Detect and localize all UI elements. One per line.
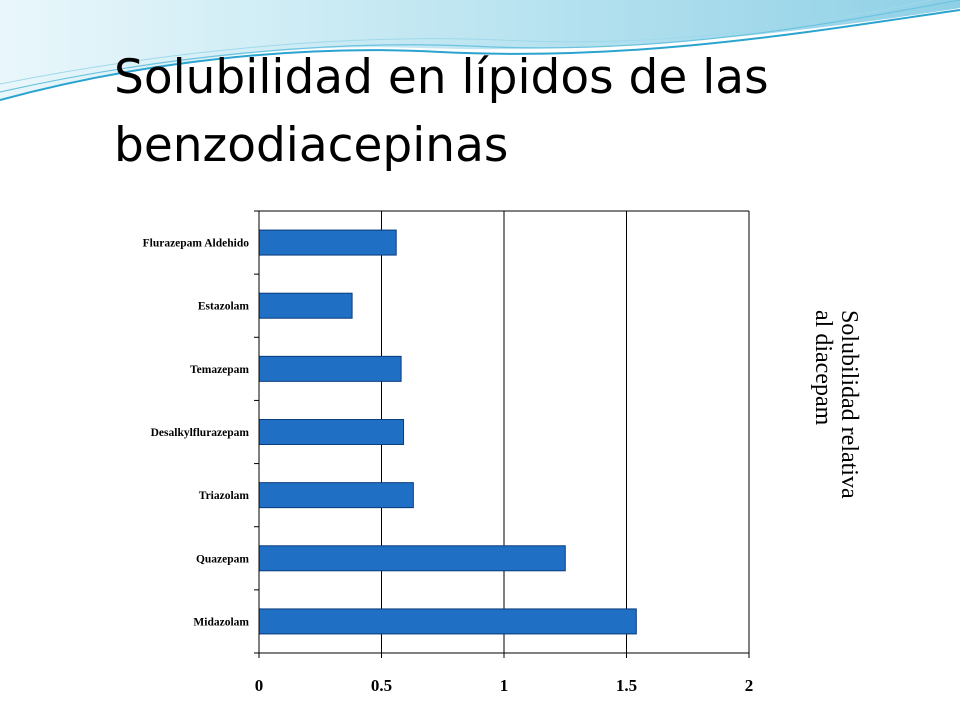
bar-flurazepam-aldehido — [258, 229, 397, 256]
category-label: Midazolam — [193, 616, 249, 628]
axis-title-line-2: al diacepam — [810, 310, 836, 426]
axis-title-line-1: Solubilidad relativa — [836, 310, 862, 499]
axis-title-relative-solubility: Solubilidad relativa al diacepam — [782, 310, 862, 570]
grid-lines — [259, 210, 750, 653]
slide-title: Solubilidad en lípidos de las benzodiace… — [114, 50, 769, 173]
category-label: Estazolam — [198, 301, 250, 313]
x-tick-label: 1.5 — [616, 676, 637, 695]
x-tick-label: 0.5 — [371, 676, 392, 695]
x-tick-label: 1 — [500, 676, 509, 695]
bar-estazolam — [258, 292, 353, 319]
category-label: Temazepam — [190, 364, 249, 376]
header-wave-decoration — [0, 0, 960, 101]
axes — [254, 210, 750, 658]
category-label: Triazolam — [199, 490, 250, 502]
category-label: Quazepam — [196, 553, 249, 565]
bar-quazepam — [258, 545, 566, 572]
bar-temazepam — [258, 355, 402, 382]
x-tick-label: 0 — [255, 676, 264, 695]
category-label: Desalkylflurazepam — [151, 427, 250, 439]
x-tick-labels: 0 0.5 1 1.5 2 — [255, 676, 754, 695]
bar-desalkylflurazepam — [258, 419, 405, 445]
bar-midazolam — [258, 608, 637, 635]
x-tick-label: 2 — [745, 676, 754, 695]
bars — [258, 229, 637, 635]
category-label: Flurazepam Aldehido — [143, 238, 250, 250]
bar-triazolam — [258, 482, 414, 509]
category-labels: Flurazepam Aldehido Estazolam Temazepam Des… — [143, 238, 250, 629]
